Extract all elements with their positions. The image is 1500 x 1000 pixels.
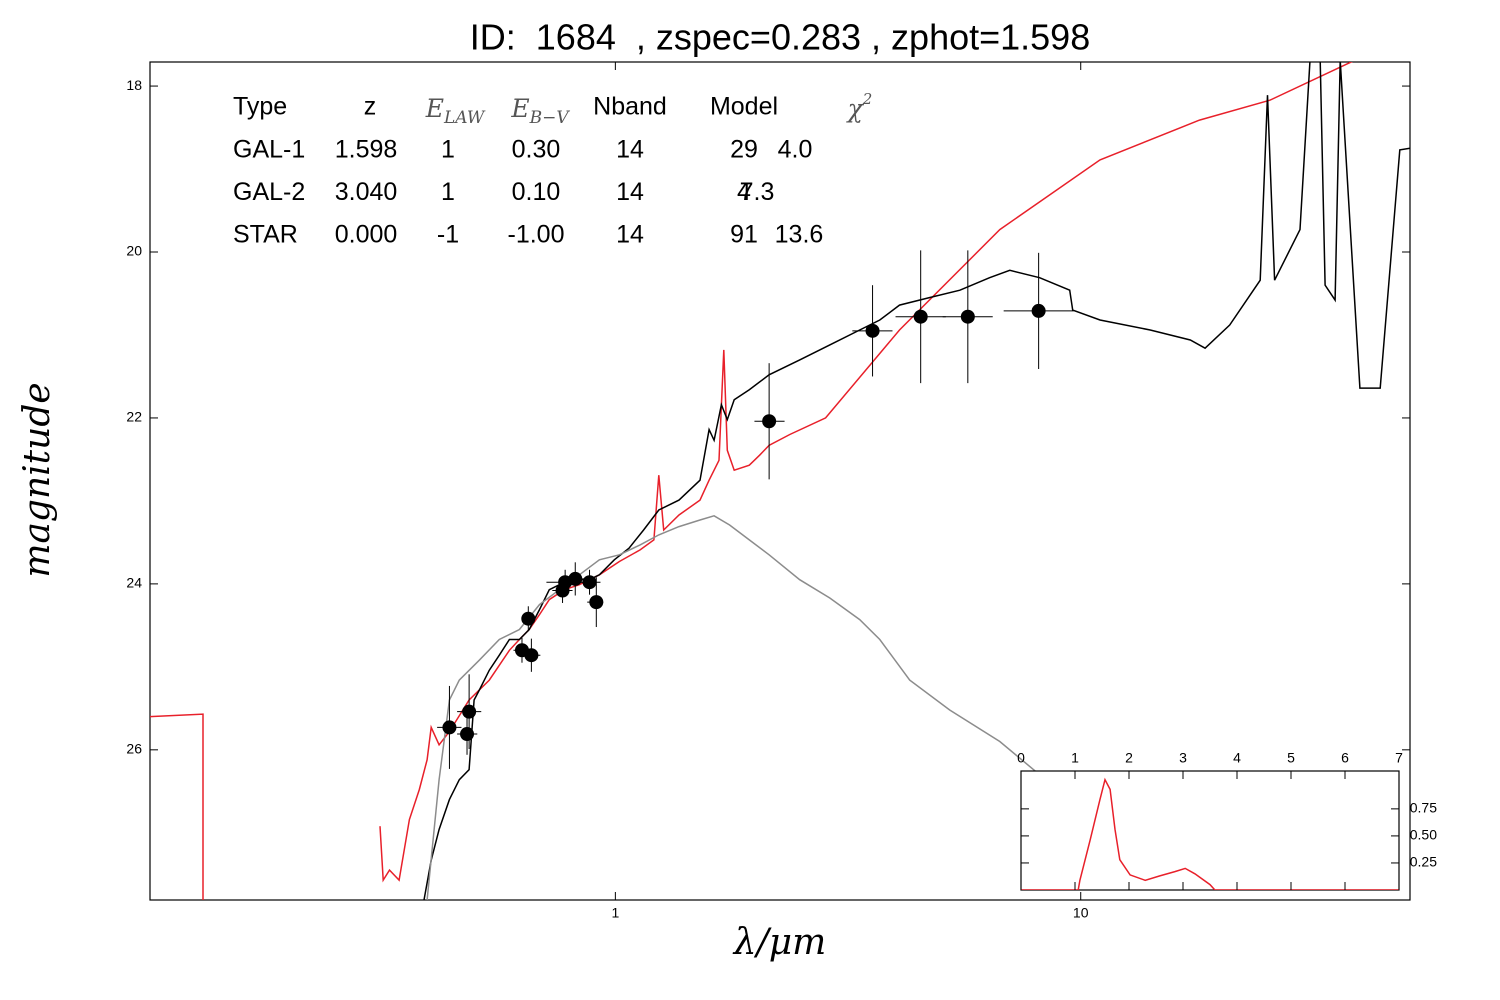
column-header: Type <box>233 93 287 121</box>
column-header: Model <box>710 93 778 121</box>
table-cell: 3.040 <box>335 178 398 206</box>
data-point <box>568 571 583 586</box>
x-tick-label: 7 <box>1395 750 1403 766</box>
series-line <box>150 62 1353 900</box>
x-tick-label: 1 <box>1071 750 1079 766</box>
table-cell: -1 <box>437 221 459 249</box>
table-cell: 14 <box>616 178 644 206</box>
table-cell: 91 <box>730 221 758 249</box>
table-cell: 1 <box>441 136 455 164</box>
table-cell: 0.000 <box>335 221 398 249</box>
header-base: E <box>425 94 444 123</box>
table-cell: 13.6 <box>775 221 824 249</box>
y-tick-label: 0.75 <box>1410 800 1437 816</box>
y-axis-label: magnitude <box>17 382 58 577</box>
table-cell: 14 <box>616 221 644 249</box>
y-tick-label: 18 <box>126 77 142 93</box>
x-tick-label: 5 <box>1287 750 1295 766</box>
y-tick-label: 24 <box>126 575 142 591</box>
y-tick-label: 26 <box>126 741 142 757</box>
table-cell: 14 <box>616 136 644 164</box>
table-cell: STAR <box>233 221 298 249</box>
y-tick-label: 0.25 <box>1410 854 1437 870</box>
data-point <box>462 704 477 719</box>
x-axis-label: λ/μm <box>732 922 826 963</box>
table-cell: GAL-2 <box>233 178 305 206</box>
header-sub: LAW <box>443 108 486 128</box>
plot-content <box>150 62 1410 900</box>
data-point <box>589 595 604 610</box>
column-header: ELAW <box>425 94 486 128</box>
plot-area <box>149 61 1411 901</box>
data-point <box>960 309 975 324</box>
table-cell: 4.0 <box>778 136 813 164</box>
y-tick-label: 0.50 <box>1410 827 1437 843</box>
table-cell: -1.00 <box>508 221 565 249</box>
column-header: EB−V <box>510 94 570 128</box>
data-point <box>521 611 536 626</box>
table-cell: 7.3 <box>740 178 775 206</box>
data-point <box>762 414 777 429</box>
x-tick-label: 0 <box>1017 750 1025 766</box>
table-cell: 1.598 <box>335 136 398 164</box>
data-point <box>582 575 597 590</box>
header-base: χ <box>846 94 865 123</box>
series-line <box>1021 777 1399 890</box>
x-tick-label: 4 <box>1233 750 1241 766</box>
data-point <box>460 727 475 742</box>
table-cell: 29 <box>730 136 758 164</box>
x-tick-label: 2 <box>1125 750 1133 766</box>
data-point <box>524 648 539 663</box>
header-base: E <box>510 94 529 123</box>
series-line <box>423 62 1410 900</box>
table-cell: 0.30 <box>512 136 561 164</box>
plot-content <box>1021 777 1399 890</box>
table-cell: 0.10 <box>512 178 561 206</box>
y-tick-label: 22 <box>126 409 142 425</box>
plot-area <box>1020 770 1400 891</box>
data-point <box>913 309 928 324</box>
x-tick-label: 1 <box>611 905 619 921</box>
table-cell: GAL-1 <box>233 136 305 164</box>
chart-title: ID: 1684 , zspec=0.283 , zphot=1.598 <box>470 17 1090 58</box>
x-tick-label: 10 <box>1073 905 1089 921</box>
data-point <box>442 720 457 735</box>
table-cell: 4 <box>737 178 751 206</box>
data-point <box>865 323 880 338</box>
x-tick-label: 6 <box>1341 750 1349 766</box>
header-sub: B−V <box>529 108 571 128</box>
series-line <box>426 514 1041 900</box>
header-sup: 2 <box>862 90 873 108</box>
y-tick-label: 20 <box>126 243 142 259</box>
x-tick-label: 3 <box>1179 750 1187 766</box>
column-header: z <box>364 93 377 121</box>
column-header: Nband <box>593 93 667 121</box>
table-cell: 1 <box>441 178 455 206</box>
column-header: χ2 <box>846 90 873 123</box>
data-point <box>1031 303 1046 318</box>
